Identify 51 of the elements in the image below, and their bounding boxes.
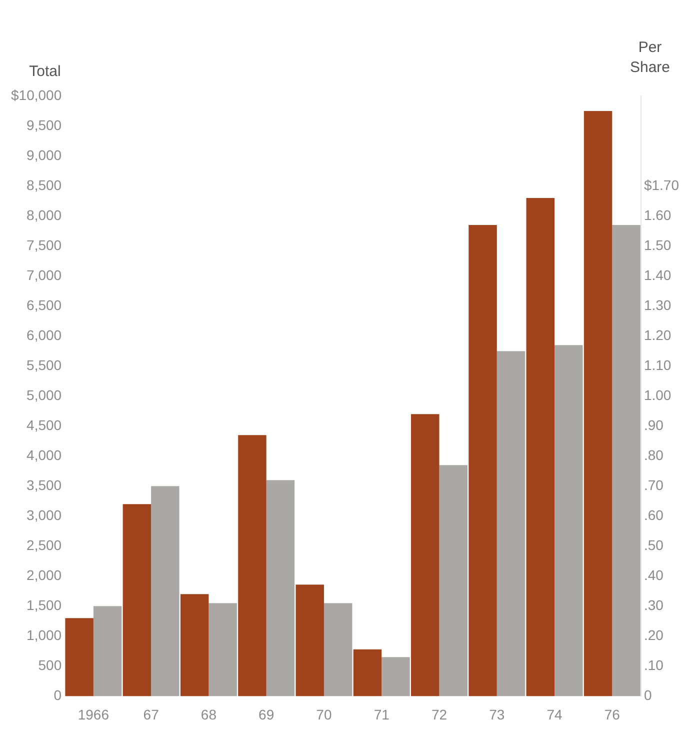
- x-tick-label: 73: [489, 706, 505, 722]
- y2-tick-label: 1.10: [644, 356, 672, 373]
- x-tick-label: 72: [431, 706, 448, 722]
- x-tick-label: 67: [143, 706, 160, 722]
- y2-tick-label: $1.70: [644, 176, 680, 193]
- y2-axis-title: Per Share: [628, 38, 672, 78]
- x-tick-label: 70: [316, 706, 332, 722]
- y2-tick-label: 1.00: [644, 386, 672, 403]
- x-tick-label: 74: [546, 706, 563, 722]
- y-tick-label: 7,500: [26, 236, 62, 253]
- y-axis-title: Total: [28, 62, 62, 82]
- y-tick-label: 5,000: [26, 386, 62, 403]
- y-tick-label: $10,000: [10, 86, 62, 103]
- x-tick-label: 69: [258, 706, 274, 722]
- y2-tick-label: 1.50: [644, 236, 672, 253]
- y2-tick-label: .20: [644, 627, 664, 644]
- y2-tick-label: 1.30: [644, 296, 672, 313]
- y-tick-label: 7,000: [26, 266, 62, 283]
- y-tick-label: 0: [54, 687, 62, 704]
- y-tick-label: 3,000: [26, 507, 62, 523]
- y-tick-label: 2,000: [26, 567, 62, 584]
- y-tick-label: 1,000: [26, 627, 62, 644]
- y2-tick-label: .60: [644, 507, 664, 523]
- y2-tick-label: .10: [644, 657, 664, 674]
- y-tick-label: 9,500: [26, 116, 62, 133]
- y2-tick-label: .50: [644, 537, 664, 554]
- y2-tick-label: 1.40: [644, 266, 672, 283]
- y2-tick-label: 1.20: [644, 326, 672, 343]
- y2-tick-label: 0: [644, 687, 652, 704]
- x-tick-label: 68: [200, 706, 217, 722]
- y-tick-label: 6,000: [26, 326, 62, 343]
- y-tick-label: 8,000: [26, 206, 62, 223]
- y-tick-label: 4,000: [26, 446, 62, 463]
- y-tick-label: 6,500: [26, 296, 62, 313]
- y2-tick-label: .90: [644, 416, 664, 433]
- x-tick-label: 76: [604, 706, 620, 722]
- y-tick-label: 4,500: [26, 416, 62, 433]
- x-tick-label: 71: [374, 706, 390, 722]
- y2-tick-label: .40: [644, 567, 664, 584]
- y2-tick-label: .30: [644, 597, 664, 614]
- y-tick-label: 500: [38, 657, 62, 674]
- x-tick-label: 1966: [78, 706, 110, 722]
- y-tick-label: 5,500: [26, 356, 62, 373]
- y-tick-label: 8,500: [26, 176, 62, 193]
- y2-tick-label: 1.60: [644, 206, 672, 223]
- y-tick-label: 2,500: [26, 537, 62, 554]
- y2-tick-label: .70: [644, 476, 664, 493]
- y-tick-label: 1,500: [26, 597, 62, 614]
- y-tick-label: 3,500: [26, 476, 62, 493]
- y2-tick-label: .80: [644, 446, 664, 463]
- y-tick-label: 9,000: [26, 146, 62, 163]
